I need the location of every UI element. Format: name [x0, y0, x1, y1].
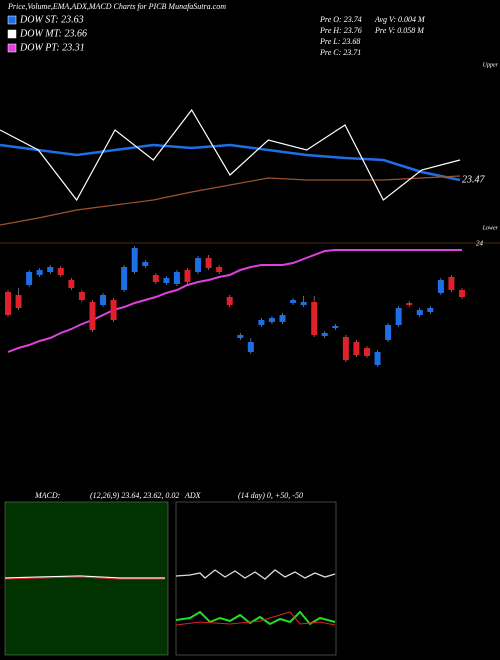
candle-body [237, 335, 244, 338]
candle-body [47, 267, 54, 272]
candle-body [5, 292, 11, 315]
candle-body [258, 320, 265, 325]
candle-body [268, 318, 275, 322]
adx-line [175, 569, 336, 580]
macd-label: MACD: [34, 491, 61, 500]
title: Price,Volume,EMA,ADX,MACD Charts for PIC… [7, 2, 226, 11]
candle-body [131, 248, 138, 272]
candle-body [100, 295, 107, 305]
candle-body [121, 267, 128, 290]
info: Avg V: 0.004 M [374, 15, 426, 24]
candle-body [68, 280, 75, 288]
signal-line [4, 576, 165, 580]
info: Pre H: 23.76 [319, 26, 362, 35]
di-minus-line [175, 611, 336, 626]
candle-body [152, 275, 159, 282]
candle-body [216, 267, 223, 272]
candle-body [57, 268, 64, 275]
y-tick-label: 24 [476, 240, 484, 248]
candle-body [311, 302, 318, 335]
candle-body [173, 272, 180, 284]
info: Pre C: 23.71 [319, 48, 361, 57]
candle-body [353, 342, 360, 355]
candle-body [448, 277, 455, 290]
candle-body [142, 262, 149, 266]
line [7, 249, 462, 353]
di-line [175, 610, 336, 626]
info: Pre O: 23.74 [319, 15, 362, 24]
adx-params: (14 day) 0, +50, -50 [238, 491, 303, 500]
candle-body [437, 280, 444, 293]
candle-body [15, 295, 22, 308]
adx-panel [175, 501, 337, 656]
line [0, 175, 461, 226]
candle-body [406, 303, 413, 305]
candle-body [195, 258, 202, 272]
candle-body [226, 297, 233, 305]
candle-body [163, 278, 170, 283]
info: Pre V: 0.058 M [374, 26, 425, 35]
candle-body [342, 337, 349, 360]
legend-swatch [7, 43, 17, 53]
legend-swatch [7, 29, 17, 39]
lower-label: Lower [482, 225, 499, 231]
candle-body [459, 290, 465, 297]
y-tick-label: 23.47 [462, 174, 486, 185]
candle-body [26, 272, 33, 285]
legend-label: DOW MT: 23.66 [19, 28, 87, 39]
candle-body [427, 308, 434, 312]
candle-body [36, 270, 43, 275]
candle-body [374, 352, 381, 365]
upper-label: Upper [483, 62, 499, 68]
legend-label: DOW PT: 23.31 [19, 42, 85, 53]
info: Pre L: 23.68 [319, 37, 360, 46]
legend-label: DOW ST: 23.63 [19, 14, 84, 25]
candle-body [321, 333, 328, 336]
macd-line [4, 575, 165, 579]
candle-body [290, 300, 297, 303]
candle-body [332, 326, 339, 328]
adx-label: ADX [184, 491, 202, 500]
candle-body [300, 302, 307, 305]
candle-body [110, 300, 117, 320]
candle-body [279, 315, 286, 322]
line [0, 143, 461, 182]
candle-body [205, 258, 212, 268]
legend: DOW ST: 23.63 DOW MT: 23.66 DOW PT: 23.31 [7, 14, 87, 53]
candle-body [184, 270, 191, 282]
candle-body [89, 302, 96, 330]
legend-swatch [7, 15, 17, 25]
macd-params: (12,26,9) 23.64, 23.62, 0.02 [90, 491, 179, 500]
candle-body [416, 310, 423, 315]
candle-body [78, 292, 85, 300]
candle-body [385, 325, 392, 340]
candle-body [247, 342, 254, 352]
line [0, 108, 461, 202]
candle-body [363, 348, 370, 356]
candle-body [395, 308, 402, 325]
